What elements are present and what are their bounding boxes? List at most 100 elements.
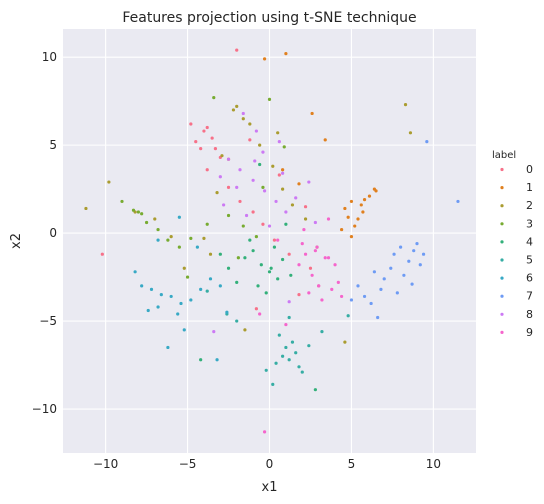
legend-marker: [500, 330, 504, 334]
scatter-point: [248, 122, 252, 126]
x-tick-label: 10: [426, 457, 441, 471]
scatter-point: [303, 252, 308, 256]
scatter-point: [100, 252, 104, 256]
scatter-point: [456, 199, 460, 204]
scatter-point: [294, 351, 298, 355]
legend-marker: [500, 204, 504, 208]
scatter-point: [215, 191, 219, 195]
scatter-point: [281, 354, 285, 358]
scatter-point: [84, 206, 88, 211]
scatter-point: [346, 215, 350, 219]
scatter-point: [343, 206, 347, 211]
scatter-point: [340, 227, 344, 232]
scatter-point: [287, 358, 291, 362]
scatter-point: [425, 139, 429, 144]
scatter-point: [290, 340, 295, 344]
scatter-point: [284, 52, 288, 56]
series-6: [133, 215, 229, 362]
legend-marker: [500, 258, 504, 262]
scatter-point: [149, 287, 154, 291]
scatter-point: [225, 310, 229, 314]
legend-marker: [500, 294, 504, 298]
scatter-point: [310, 273, 314, 277]
series-3: [120, 96, 286, 279]
scatter-point: [177, 245, 181, 249]
scatter-point: [254, 235, 258, 239]
scatter-point: [302, 227, 306, 232]
scatter-point: [281, 257, 285, 262]
scatter-point: [244, 213, 249, 218]
scatter-point: [359, 203, 363, 207]
scatter-point: [166, 238, 170, 242]
scatter-point: [140, 284, 144, 288]
scatter-point: [290, 203, 295, 207]
y-axis-label: x2: [9, 233, 24, 249]
scatter-point: [185, 275, 190, 279]
legend-title: label: [492, 150, 516, 161]
legend-entry: 6: [526, 272, 533, 285]
scatter-point: [307, 291, 311, 295]
scatter-point: [379, 287, 383, 291]
legend-entry: 1: [526, 181, 533, 194]
scatter-point: [313, 220, 317, 225]
scatter-point: [254, 129, 258, 133]
scatter-point: [107, 180, 111, 184]
scatter-point: [403, 103, 408, 107]
scatter-point: [248, 238, 252, 242]
scatter-point: [156, 227, 160, 232]
scatter-point: [189, 122, 193, 126]
scatter-point: [262, 57, 267, 61]
scatter-point: [235, 319, 239, 323]
legend-entry: 3: [526, 217, 533, 230]
scatter-point: [140, 212, 144, 216]
scatter-point: [241, 224, 245, 228]
y-tick-labels: −10 −5 0 5 10: [32, 50, 57, 416]
chart-title: Features projection using t-SNE techniqu…: [122, 10, 416, 26]
scatter-point: [210, 136, 214, 140]
x-tick-labels: −10 −5 0 5 10: [93, 457, 441, 471]
scatter-point: [243, 328, 247, 332]
legend-entry: 4: [526, 235, 533, 248]
scatter-point: [179, 301, 183, 306]
scatter-point: [313, 388, 317, 392]
scatter-point: [182, 328, 186, 332]
scatter-point: [226, 185, 231, 189]
scatter-point: [310, 111, 314, 116]
scatter-point: [297, 293, 301, 297]
scatter-point: [261, 185, 265, 189]
scatter-point: [276, 277, 280, 281]
scatter-point: [264, 368, 268, 372]
scatter-point: [418, 263, 422, 267]
scatter-point: [367, 194, 372, 198]
scatter-point: [336, 280, 340, 284]
series-2: [84, 103, 413, 344]
scatter-point: [277, 139, 281, 144]
scatter-point: [195, 245, 199, 249]
scatter-point: [212, 330, 216, 334]
scatter-point: [238, 199, 242, 204]
legend-entry: 5: [526, 254, 533, 267]
scatter-point: [231, 108, 236, 112]
legend-marker: [500, 222, 504, 226]
scatter-point: [258, 312, 262, 316]
scatter-point: [205, 289, 209, 293]
scatter-point: [320, 298, 324, 302]
scatter-point: [189, 298, 193, 302]
scatter-point: [208, 277, 213, 281]
scatter-point: [353, 224, 357, 228]
legend-marker: [500, 186, 504, 190]
scatter-point: [284, 210, 288, 214]
scatter-points: [84, 48, 460, 434]
scatter-point: [220, 154, 224, 158]
scatter-point: [159, 293, 163, 297]
scatter-point: [215, 358, 219, 362]
scatter-point: [262, 189, 267, 193]
scatter-point: [241, 117, 245, 121]
scatter-point: [182, 266, 186, 270]
scatter-point: [136, 210, 140, 214]
scatter-point: [374, 189, 378, 193]
scatter-point: [349, 298, 354, 302]
scatter-point: [395, 291, 399, 295]
scatter-point: [317, 284, 321, 288]
scatter-point: [176, 312, 180, 316]
